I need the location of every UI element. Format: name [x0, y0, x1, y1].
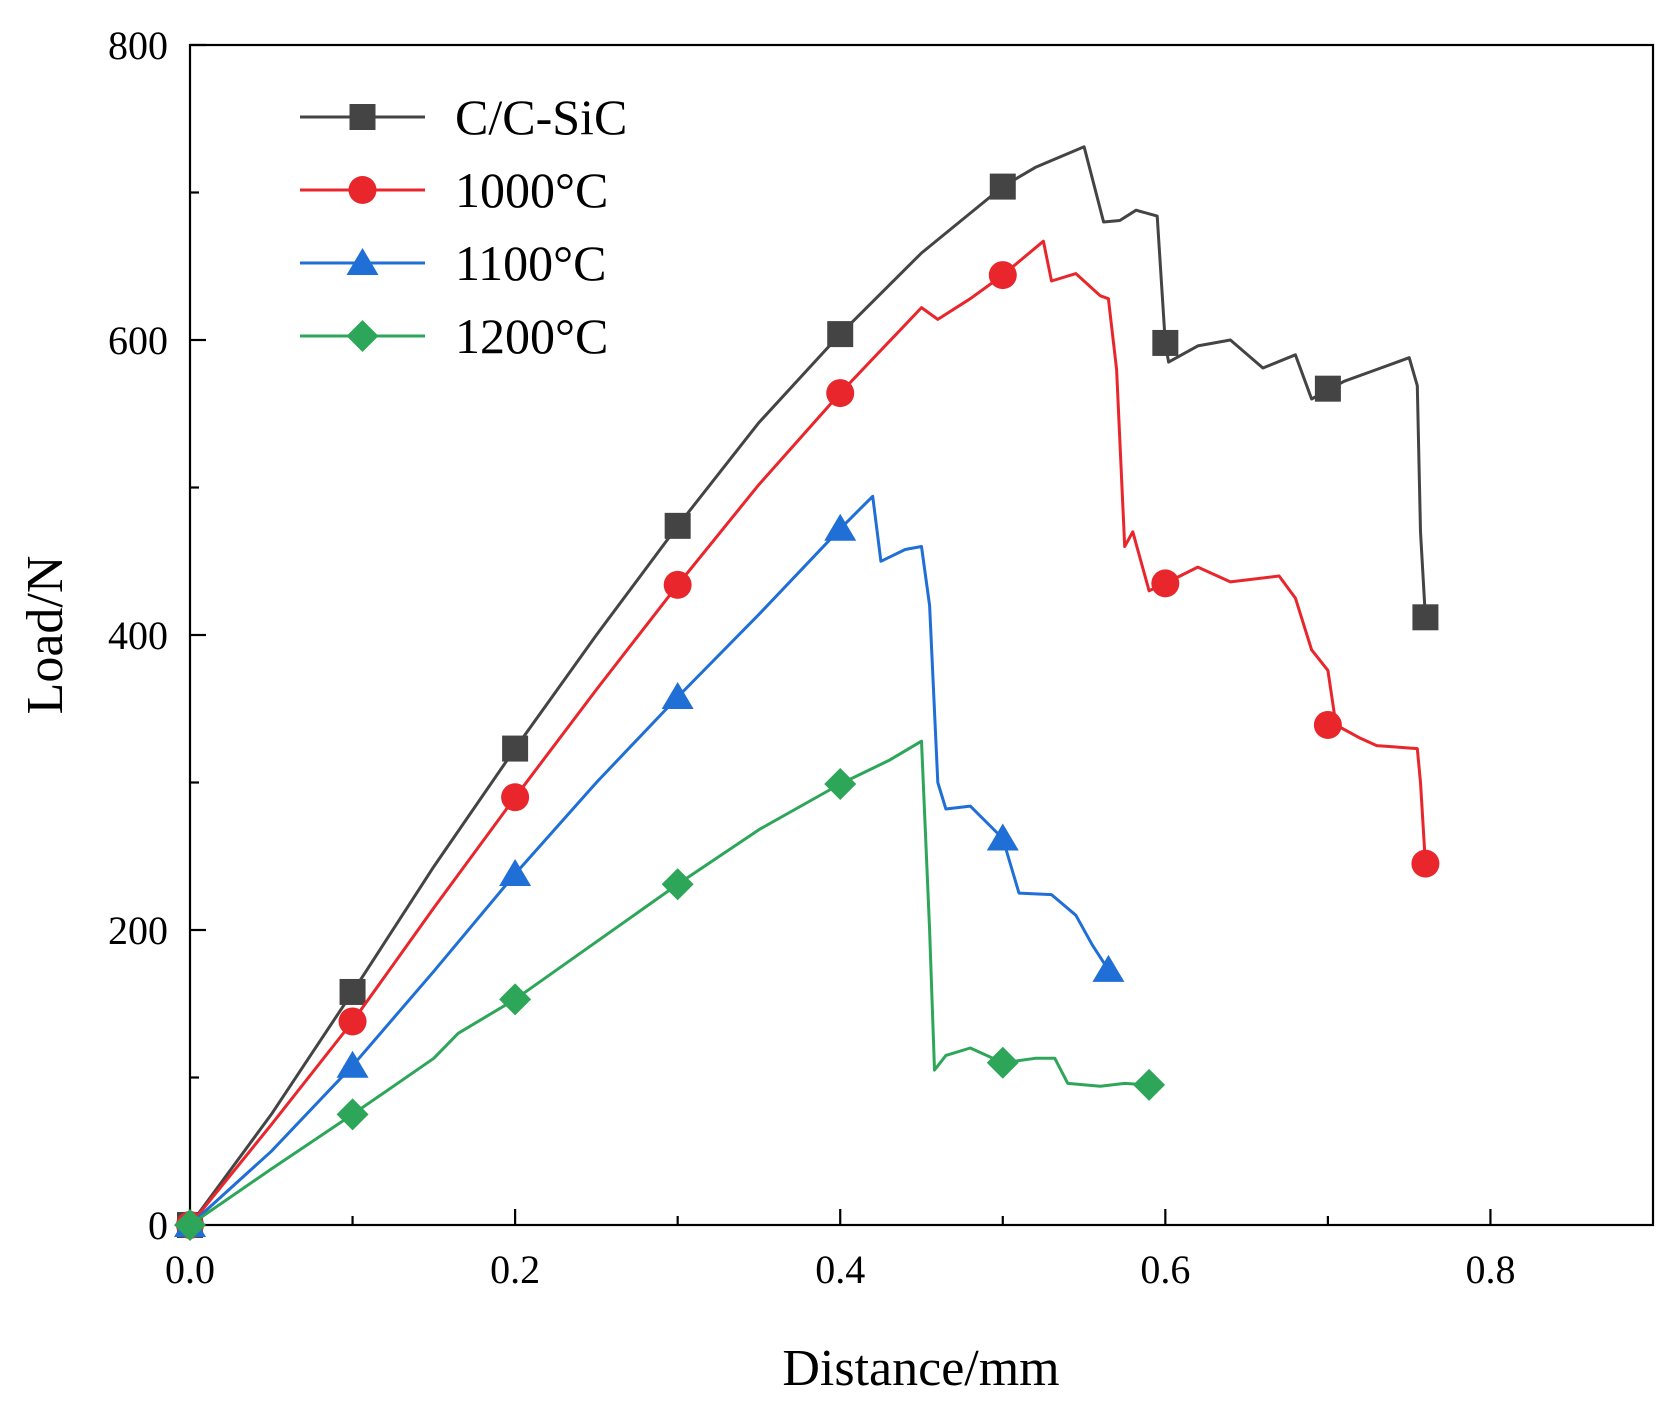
- series-line: [188, 494, 1110, 1227]
- data-point: [1133, 1068, 1166, 1101]
- y-tick-label: 0: [148, 1203, 168, 1248]
- y-axis-title: Load/N: [17, 556, 74, 715]
- data-point: [661, 868, 694, 901]
- x-tick-label: 0.4: [815, 1247, 865, 1292]
- data-point: [824, 767, 857, 800]
- data-point: [1412, 604, 1439, 631]
- legend-marker: [348, 176, 377, 204]
- data-point: [338, 1007, 367, 1036]
- data-point: [1313, 710, 1342, 739]
- data-point: [988, 261, 1017, 290]
- data-point: [986, 1046, 1019, 1079]
- x-tick-label: 0.8: [1465, 1247, 1515, 1292]
- legend-label: 1100°C: [455, 235, 607, 291]
- series-line: [188, 239, 1427, 1226]
- data-point: [499, 858, 532, 886]
- data-point: [501, 783, 530, 812]
- data-point: [1411, 849, 1440, 878]
- legend-item: 1200°C: [300, 308, 608, 364]
- legend-marker: [346, 248, 379, 275]
- series-2: [176, 239, 1440, 1239]
- data-point: [336, 1050, 369, 1078]
- data-point: [664, 512, 691, 539]
- data-point: [336, 1098, 369, 1131]
- series-line: [189, 739, 1150, 1227]
- legend-marker: [349, 104, 376, 130]
- data-point: [663, 570, 692, 599]
- x-tick-label: 0.6: [1140, 1247, 1190, 1292]
- plot-frame: [188, 43, 1655, 1227]
- data-point: [1152, 329, 1179, 356]
- legend-item: 1100°C: [300, 235, 607, 291]
- x-axis-title: Distance/mm: [782, 1340, 1059, 1397]
- x-tick-label: 0.2: [490, 1247, 540, 1292]
- legend-label: 1000°C: [455, 162, 608, 218]
- data-point: [502, 735, 529, 762]
- data-point: [986, 823, 1019, 851]
- y-tick-label: 400: [108, 613, 168, 658]
- series-line: [188, 145, 1427, 1226]
- legend-marker: [346, 320, 379, 352]
- data-point: [339, 978, 366, 1005]
- data-point: [824, 513, 857, 541]
- data-point: [827, 321, 854, 348]
- legend-item: C/C-SiC: [300, 89, 627, 145]
- legend-label: C/C-SiC: [455, 89, 627, 145]
- series-layer: [174, 145, 1440, 1241]
- series-3: [174, 494, 1125, 1237]
- legend: C/C-SiC 1000°C 1100°C 1200°C: [300, 89, 627, 364]
- series-4: [174, 739, 1166, 1241]
- data-point: [1314, 375, 1341, 402]
- data-point: [1092, 954, 1125, 982]
- data-point: [1151, 569, 1180, 598]
- y-tick-label: 600: [108, 318, 168, 363]
- y-tick-label: 800: [108, 23, 168, 68]
- data-point: [989, 173, 1016, 200]
- data-point: [499, 983, 532, 1016]
- legend-label: 1200°C: [455, 308, 608, 364]
- x-tick-label: 0.0: [165, 1247, 215, 1292]
- data-point-origin: [174, 1209, 206, 1241]
- data-point: [826, 379, 855, 408]
- axis-ticks: 0.0 0.2 0.4 0.6 0.8 0 200 400 600 800: [108, 23, 1515, 1292]
- data-point: [661, 681, 694, 709]
- legend-item: 1000°C: [300, 162, 608, 218]
- y-tick-label: 200: [108, 908, 168, 953]
